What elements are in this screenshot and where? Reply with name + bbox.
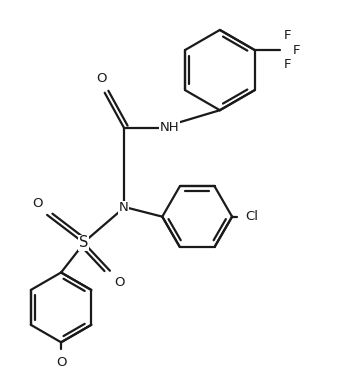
Text: Cl: Cl <box>245 210 258 223</box>
Text: O: O <box>56 356 66 367</box>
Text: N: N <box>119 201 129 214</box>
Text: F: F <box>284 58 291 71</box>
Text: F: F <box>284 29 291 42</box>
Text: NH: NH <box>159 121 179 134</box>
Text: S: S <box>79 235 88 250</box>
Text: O: O <box>32 197 43 210</box>
Text: F: F <box>293 44 300 57</box>
Text: O: O <box>114 276 125 289</box>
Text: O: O <box>96 72 106 85</box>
